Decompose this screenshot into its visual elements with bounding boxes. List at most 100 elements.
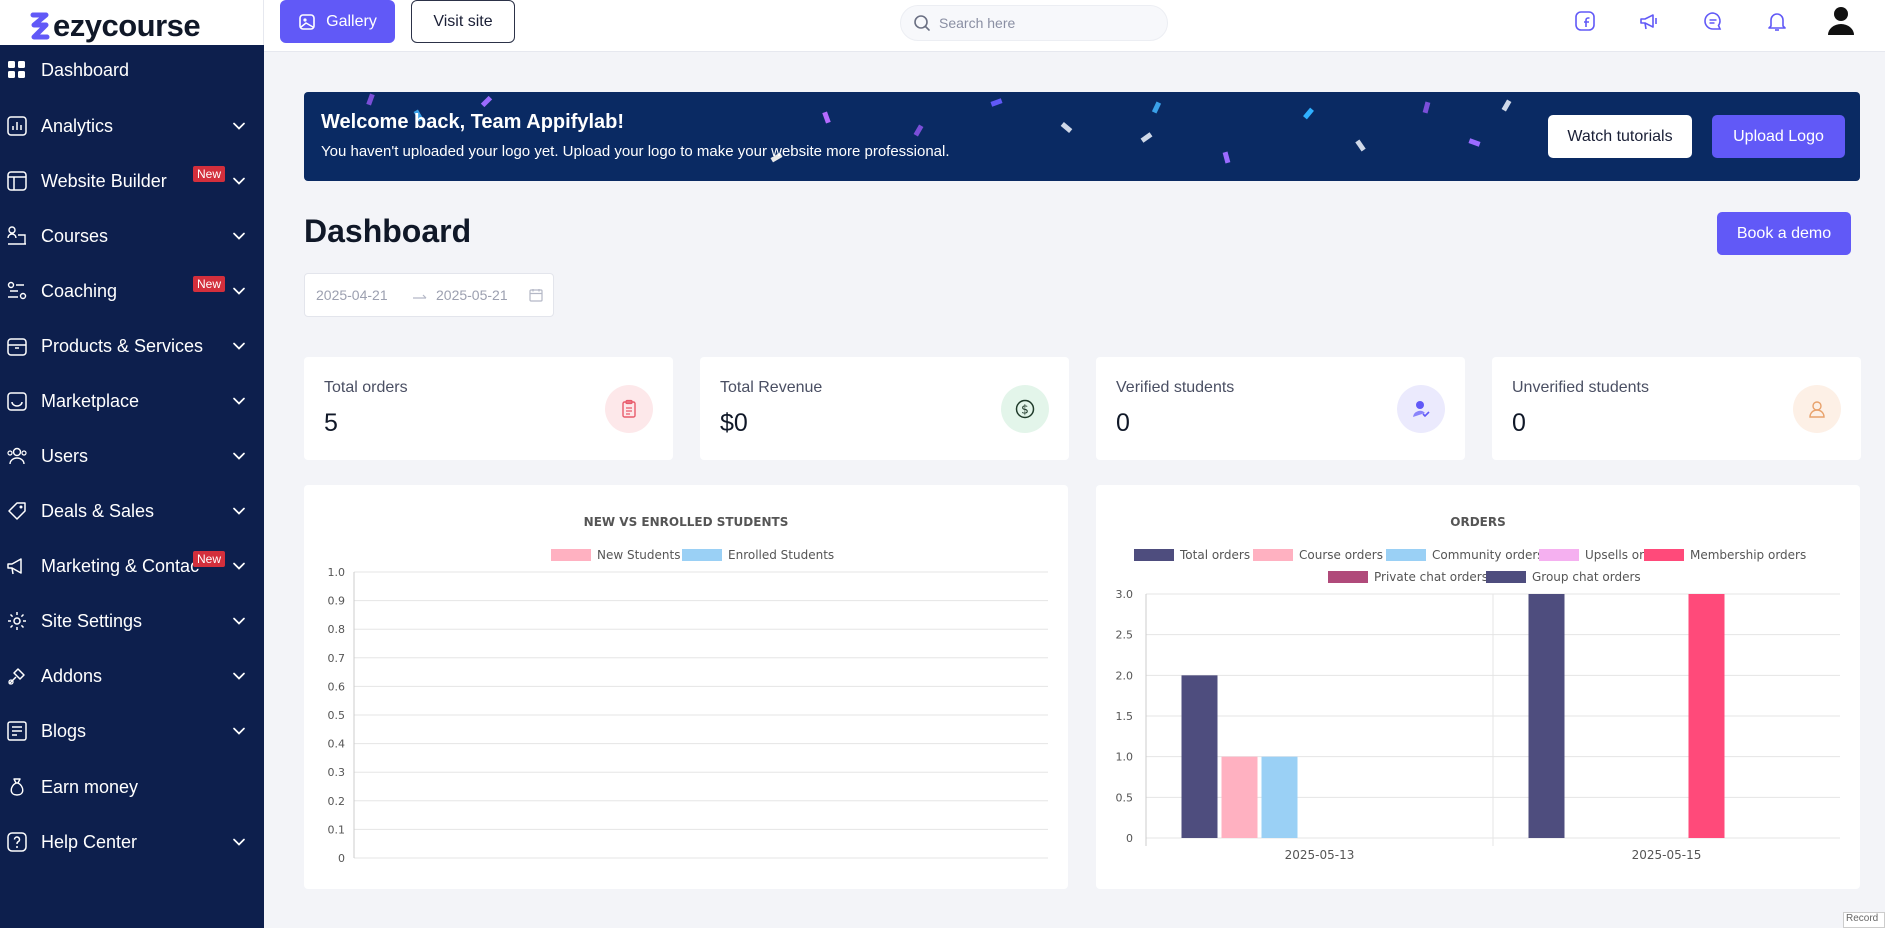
chevron-down-icon[interactable]	[232, 284, 246, 298]
users-icon	[6, 445, 28, 467]
tag-icon	[6, 500, 28, 522]
watch-tutorials-button[interactable]: Watch tutorials	[1548, 115, 1692, 158]
search-box[interactable]	[900, 5, 1168, 41]
legend-swatch	[1328, 571, 1368, 583]
chat-icon[interactable]	[1700, 8, 1726, 34]
verified-student-icon	[1397, 385, 1445, 433]
chevron-down-icon[interactable]	[232, 835, 246, 849]
record-label[interactable]: Record	[1843, 912, 1885, 928]
gallery-label: Gallery	[326, 12, 377, 30]
sidebar-item-label: Analytics	[41, 115, 114, 136]
chevron-down-icon[interactable]	[232, 229, 246, 243]
sidebar-item-label: Site Settings	[41, 610, 143, 631]
facebook-icon[interactable]	[1572, 8, 1598, 34]
stat-card-unverified-students: Unverified students 0	[1492, 357, 1861, 460]
megaphone-icon	[6, 555, 28, 577]
sidebar-item-deals-sales[interactable]: Deals & Sales	[0, 486, 264, 536]
sidebar-item-coaching[interactable]: Coaching New	[0, 266, 264, 316]
sidebar-item-marketing-contac[interactable]: Marketing & Contac New	[0, 541, 264, 591]
chart-orders: ORDERS Total orders Course orders Community…	[1096, 485, 1860, 889]
sidebar-item-products-services[interactable]: Products & Services	[0, 321, 264, 371]
student-icon	[1793, 385, 1841, 433]
sidebar-item-site-settings[interactable]: Site Settings	[0, 596, 264, 646]
analytics-icon	[6, 115, 28, 137]
bar-total-orders	[1181, 675, 1218, 838]
chevron-down-icon[interactable]	[232, 394, 246, 408]
stat-label: Total Revenue	[720, 379, 823, 396]
sidebar-item-label: Addons	[41, 665, 103, 686]
x-tick-label: 2025-05-15	[1632, 848, 1702, 862]
box-icon	[6, 335, 28, 357]
y-tick-label: 1.0	[1116, 751, 1134, 764]
gallery-icon	[299, 13, 315, 30]
chevron-down-icon[interactable]	[232, 559, 246, 573]
calendar-icon[interactable]	[529, 288, 543, 302]
top-bar: ezycourse Gallery Visit site	[0, 0, 1885, 52]
chevron-down-icon[interactable]	[232, 174, 246, 188]
legend-swatch	[1386, 549, 1426, 561]
sidebar-item-label: Blogs	[41, 720, 87, 741]
legend-swatch	[1539, 549, 1579, 561]
grid-icon	[6, 59, 28, 81]
stat-label: Unverified students	[1512, 379, 1649, 396]
y-tick-label: 0.8	[328, 623, 346, 636]
chevron-down-icon[interactable]	[232, 339, 246, 353]
sidebar-item-dashboard[interactable]: Dashboard	[0, 45, 264, 95]
sidebar-item-earn-money[interactable]: Earn money	[0, 762, 264, 812]
bell-icon[interactable]	[1764, 8, 1790, 34]
chevron-down-icon[interactable]	[232, 724, 246, 738]
brand-logo[interactable]: ezycourse	[0, 0, 264, 52]
book-demo-button[interactable]: Book a demo	[1717, 212, 1851, 255]
chevron-down-icon[interactable]	[232, 669, 246, 683]
y-tick-label: 1.0	[328, 566, 346, 579]
visit-site-button[interactable]: Visit site	[411, 0, 515, 43]
visit-site-label: Visit site	[433, 12, 493, 30]
chevron-down-icon[interactable]	[232, 504, 246, 518]
user-avatar-icon[interactable]	[1823, 2, 1859, 38]
sidebar-item-label: Deals & Sales	[41, 500, 155, 521]
sidebar-item-marketplace[interactable]: Marketplace	[0, 376, 264, 426]
money-bag-icon	[6, 776, 28, 798]
orders-chart: ORDERS Total orders Course orders Community…	[1116, 515, 1840, 862]
sidebar-item-addons[interactable]: Addons	[0, 651, 264, 701]
chevron-down-icon[interactable]	[232, 119, 246, 133]
sidebar-item-label: Dashboard	[41, 59, 130, 80]
bar-course-orders	[1221, 756, 1258, 838]
date-range-picker[interactable]: 2025-04-21 2025-05-21	[304, 273, 554, 317]
gear-icon	[6, 610, 28, 632]
legend-swatch	[1644, 549, 1684, 561]
megaphone-icon[interactable]	[1636, 8, 1662, 34]
legend-label: Private chat orders	[1374, 570, 1488, 584]
legend-swatch	[1486, 571, 1526, 583]
legend-label: Community orders	[1432, 548, 1544, 562]
sidebar-item-label: Users	[41, 445, 89, 466]
stat-card-total-orders: Total orders 5	[304, 357, 673, 460]
sidebar-item-users[interactable]: Users	[0, 431, 264, 481]
page-title: Dashboard	[304, 213, 472, 249]
help-icon	[6, 831, 28, 853]
y-tick-label: 1.5	[1116, 710, 1134, 723]
stat-label: Verified students	[1116, 379, 1235, 396]
new-vs-enrolled-chart: NEW VS ENROLLED STUDENTS New Students Enro…	[328, 515, 1048, 865]
legend-label: Course orders	[1299, 548, 1383, 562]
upload-logo-button[interactable]: Upload Logo	[1712, 115, 1845, 158]
date-end[interactable]: 2025-05-21	[436, 287, 508, 303]
sidebar-item-website-builder[interactable]: Website Builder New	[0, 156, 264, 206]
svg-text:$: $	[1021, 403, 1029, 417]
search-input[interactable]	[939, 15, 1139, 31]
date-start[interactable]: 2025-04-21	[316, 287, 388, 303]
brand-name: ezycourse	[53, 8, 201, 43]
welcome-banner: Welcome back, Team Appifylab! You haven'…	[304, 92, 1860, 181]
sidebar-item-courses[interactable]: Courses	[0, 211, 264, 261]
legend-swatch	[1253, 549, 1293, 561]
chevron-down-icon[interactable]	[232, 449, 246, 463]
sidebar-item-blogs[interactable]: Blogs	[0, 706, 264, 756]
bar-membership-orders	[1688, 594, 1725, 838]
y-tick-label: 0	[338, 852, 345, 865]
y-tick-label: 0.1	[328, 823, 346, 836]
chevron-down-icon[interactable]	[232, 614, 246, 628]
gallery-button[interactable]: Gallery	[280, 0, 395, 43]
sidebar-item-analytics[interactable]: Analytics	[0, 101, 264, 151]
sidebar-item-help-center[interactable]: Help Center	[0, 817, 264, 867]
sidebar-item-label: Coaching	[41, 280, 118, 301]
